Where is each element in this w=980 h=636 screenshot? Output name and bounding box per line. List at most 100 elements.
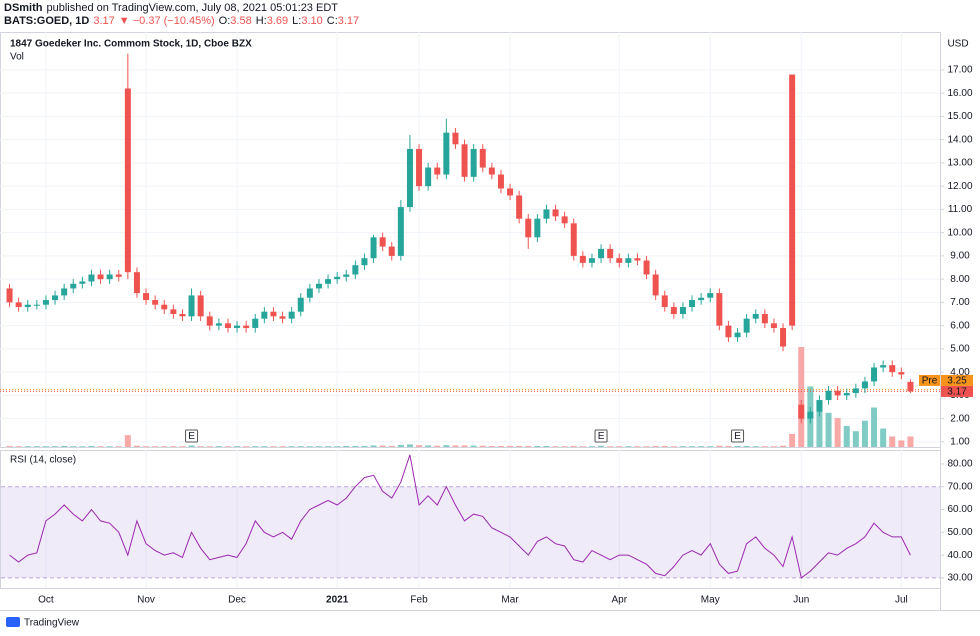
candle-body (70, 283, 77, 289)
ohlc-label: H: (255, 15, 267, 27)
volume-bar (825, 412, 832, 447)
candle-body (443, 132, 450, 175)
candle-body (752, 314, 759, 319)
candle-body (106, 274, 113, 280)
candle-body (115, 274, 122, 277)
pane-subtitle: Vol (10, 52, 24, 63)
candle-body (42, 300, 49, 305)
candle-body (297, 297, 304, 312)
volume-bar (52, 446, 59, 447)
y-tick-label: 70.00 (947, 481, 972, 492)
volume-bar (315, 446, 322, 447)
volume-bar (543, 445, 550, 447)
volume-bar (234, 446, 241, 447)
volume-bar (406, 444, 413, 447)
symbol: BATS:GOED, 1D (4, 15, 90, 27)
candle-body (6, 288, 13, 303)
price-tag: Pre (922, 376, 938, 387)
volume-bar (288, 446, 295, 447)
volume-bar (707, 446, 714, 447)
volume-bar (516, 445, 523, 447)
candle-body (670, 307, 677, 315)
volume-bar (789, 433, 796, 447)
candle-body (261, 311, 268, 319)
volume-bar (552, 446, 559, 447)
volume-bar (488, 445, 495, 447)
candle-body (798, 404, 805, 419)
rsi-band (1, 486, 940, 578)
ohlc-value: 3.58 (230, 15, 252, 27)
pane-title: 1847 Goedeker Inc. Commom Stock, 1D, Cbo… (10, 39, 252, 50)
candle-body (588, 258, 595, 263)
candle-body (24, 304, 31, 308)
volume-bar (761, 446, 768, 447)
rsi-line (9, 454, 911, 579)
candle-body (861, 381, 868, 389)
volume-bar (889, 436, 896, 447)
volume-bar (452, 445, 459, 447)
candle-body (325, 279, 332, 284)
volume-bar (42, 446, 49, 447)
x-tick-label: 2021 (326, 595, 349, 606)
volume-bar (425, 445, 432, 447)
candle-body (234, 325, 241, 328)
volume-bar (634, 446, 641, 447)
y-tick-label: 15.00 (947, 111, 972, 122)
header: DSmith published on TradingView.com, July… (4, 2, 367, 28)
candle-body (734, 332, 741, 338)
volume-bar (470, 445, 477, 447)
volume-bar (115, 446, 122, 447)
candle-body (33, 304, 40, 306)
volume-bar (479, 445, 486, 447)
candle-body (161, 304, 168, 310)
volume-bar (780, 445, 787, 447)
volume-bar (843, 425, 850, 447)
candle-body (15, 302, 22, 308)
candle-body (88, 274, 95, 282)
volume-bar (570, 445, 577, 447)
volume-bar (388, 445, 395, 447)
candle-body (179, 314, 186, 317)
candle-body (543, 209, 550, 219)
candle-body (707, 293, 714, 298)
candle-body (97, 274, 104, 280)
candle-body (343, 274, 350, 277)
volume-bar (507, 445, 514, 447)
volume-bar (907, 436, 914, 447)
volume-bar (734, 445, 741, 447)
volume-bar (343, 445, 350, 447)
volume-bar (106, 446, 113, 447)
y-tick-label: 5.00 (950, 344, 970, 355)
candle-body (570, 223, 577, 256)
volume-bar (161, 446, 168, 447)
candle-body (789, 74, 796, 326)
background-layer (0, 32, 940, 588)
candle-body (425, 167, 432, 187)
volume-bar (143, 446, 150, 447)
ohlc-label: L: (292, 15, 302, 27)
candle-body (770, 323, 777, 328)
volume-bar (279, 446, 286, 447)
candle-body (852, 388, 859, 394)
candle-body (698, 297, 705, 301)
price-label: 3.17 (947, 387, 967, 398)
candle-body (197, 295, 204, 317)
volume-bar (206, 446, 213, 447)
candle-body (825, 390, 832, 401)
earnings-box (731, 429, 745, 443)
candle-body (561, 216, 568, 224)
candle-body (279, 316, 286, 319)
candle-body (479, 148, 486, 168)
earnings-label: E (598, 431, 605, 442)
candle-body (716, 293, 723, 326)
candle-body (625, 258, 632, 263)
y-tick-label: 2.00 (950, 413, 970, 424)
y-tick-label: 8.00 (950, 274, 970, 285)
volume-bar (743, 445, 750, 447)
y-tick-label: 50.00 (947, 527, 972, 538)
ohlc: O:3.58 H:3.69 L:3.10 C:3.17 (219, 15, 364, 27)
volume-bar (670, 446, 677, 447)
candle-body (761, 314, 768, 324)
volume-bar (534, 445, 541, 447)
candle-body (306, 288, 313, 298)
